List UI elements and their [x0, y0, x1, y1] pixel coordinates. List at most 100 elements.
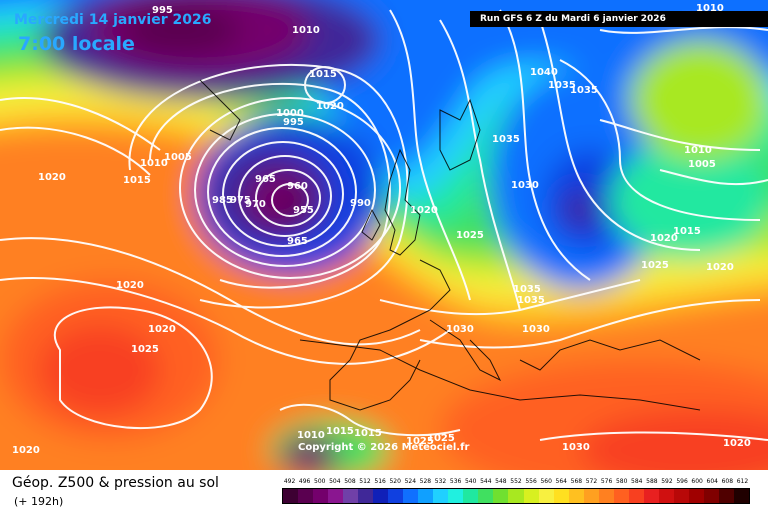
legend-swatch — [448, 489, 464, 503]
isobar-label: 1015 — [309, 69, 337, 80]
legend-swatch — [328, 489, 344, 503]
isobar-label: 1020 — [723, 438, 751, 449]
legend-swatch — [658, 489, 674, 503]
legend-label: 596 — [676, 478, 688, 485]
legend-label: 508 — [344, 478, 356, 485]
legend-label: 572 — [585, 478, 598, 485]
isobar-label: 1035 — [548, 80, 576, 91]
legend-label: 512 — [359, 478, 371, 485]
legend-label: 556 — [525, 478, 537, 485]
forecast-lead-time: (+ 192h) — [14, 495, 64, 508]
coastline — [519, 339, 701, 371]
isobar-label: 1005 — [688, 159, 716, 170]
legend-label: 588 — [646, 478, 658, 485]
isobar — [207, 127, 357, 257]
legend-swatch — [373, 489, 389, 503]
product-title: Géop. Z500 & pression au sol — [12, 475, 219, 491]
isobar-label: 990 — [350, 198, 371, 209]
legend-label: 612 — [736, 478, 749, 485]
isobar — [0, 277, 451, 365]
isobar — [0, 237, 421, 346]
isobar-label: 1030 — [522, 324, 550, 335]
isobar-label: 995 — [283, 117, 304, 128]
isobar-label: 1035 — [517, 295, 545, 306]
isobar-label: 1040 — [530, 67, 558, 78]
isobar-label: 1015 — [354, 428, 382, 439]
isobar-label: 1035 — [570, 85, 598, 96]
legend-swatch — [718, 489, 734, 503]
isobar — [439, 19, 521, 311]
legend-swatch — [463, 489, 479, 503]
legend-swatch — [643, 489, 659, 503]
isobar-label: 1010 — [292, 25, 320, 36]
legend-label: 540 — [464, 478, 477, 485]
isobar — [599, 26, 768, 34]
isobar — [271, 183, 309, 217]
isobar-label: 1015 — [673, 226, 701, 237]
legend-label: 500 — [314, 478, 326, 485]
isobar-label: 1000 — [276, 108, 304, 119]
isobar-label: 1015 — [123, 175, 151, 186]
legend-swatch — [583, 489, 599, 503]
copyright-notice: Copyright © 2026 Meteociel.fr — [298, 442, 470, 453]
isobar-label: 965 — [255, 174, 276, 185]
legend-swatch — [613, 489, 629, 503]
coastline — [384, 148, 421, 256]
isobar-label: 995 — [152, 5, 173, 16]
legend-label: 536 — [449, 478, 462, 485]
legend-label: 568 — [570, 478, 583, 485]
isobar — [389, 9, 471, 301]
legend-label: 532 — [434, 478, 447, 485]
map-footer: Géop. Z500 & pression au sol (+ 192h) 49… — [0, 470, 768, 512]
isobar-label: 1020 — [148, 324, 176, 335]
isobar — [53, 306, 213, 430]
legend-swatch — [298, 489, 314, 503]
legend-swatch — [433, 489, 449, 503]
legend-swatch — [403, 489, 419, 503]
isobar-label: 1025 — [427, 433, 455, 444]
legend-swatch — [553, 489, 569, 503]
isobar-lines — [0, 9, 768, 441]
legend-swatch — [733, 489, 749, 503]
isobar-label: 1020 — [38, 172, 66, 183]
legend-label: 528 — [419, 478, 432, 485]
isobar — [419, 299, 761, 349]
legend-label: 504 — [329, 478, 341, 485]
isobar — [194, 113, 376, 267]
isobar — [255, 169, 321, 227]
legend-label: 608 — [721, 478, 734, 485]
isobar-label: 1015 — [326, 426, 354, 437]
legend-label: 552 — [510, 478, 522, 485]
isobar-label: 960 — [287, 181, 308, 192]
isobar-label: 1020 — [706, 262, 734, 273]
isobar-label: 1030 — [446, 324, 474, 335]
isobar-label: 1025 — [641, 260, 669, 271]
legend-label: 548 — [495, 478, 507, 485]
weather-map: 995 1010 1015 1020 1000 995 1010 1005 10… — [0, 0, 768, 470]
legend-label: 560 — [540, 478, 552, 485]
isobar-label: 1035 — [513, 284, 541, 295]
isobar — [304, 66, 346, 104]
isobar — [128, 63, 409, 309]
legend-swatch — [358, 489, 374, 503]
color-scale-legend: 492 496 500 504 508 512 516 520 524 528 532 536 540 5… — [282, 478, 750, 504]
legend-swatch — [538, 489, 554, 503]
legend-swatch — [493, 489, 509, 503]
isobar — [222, 141, 344, 247]
isobar-label: 1020 — [12, 445, 40, 456]
legend-color-bar — [282, 488, 750, 504]
isobar-label: 1030 — [511, 180, 539, 191]
coastline — [361, 208, 381, 241]
isobar-label: 1025 — [131, 344, 159, 355]
isobar — [539, 19, 701, 251]
legend-label: 584 — [631, 478, 643, 485]
legend-label: 516 — [374, 478, 386, 485]
isobar-label: 985 — [212, 195, 233, 206]
legend-swatch — [418, 489, 434, 503]
legend-swatch — [508, 489, 524, 503]
legend-label: 604 — [706, 478, 718, 485]
isobar-label: 1010 — [140, 158, 168, 169]
isobar-label: 1025 — [406, 436, 434, 447]
coastline — [429, 319, 502, 382]
legend-label: 544 — [480, 478, 492, 485]
